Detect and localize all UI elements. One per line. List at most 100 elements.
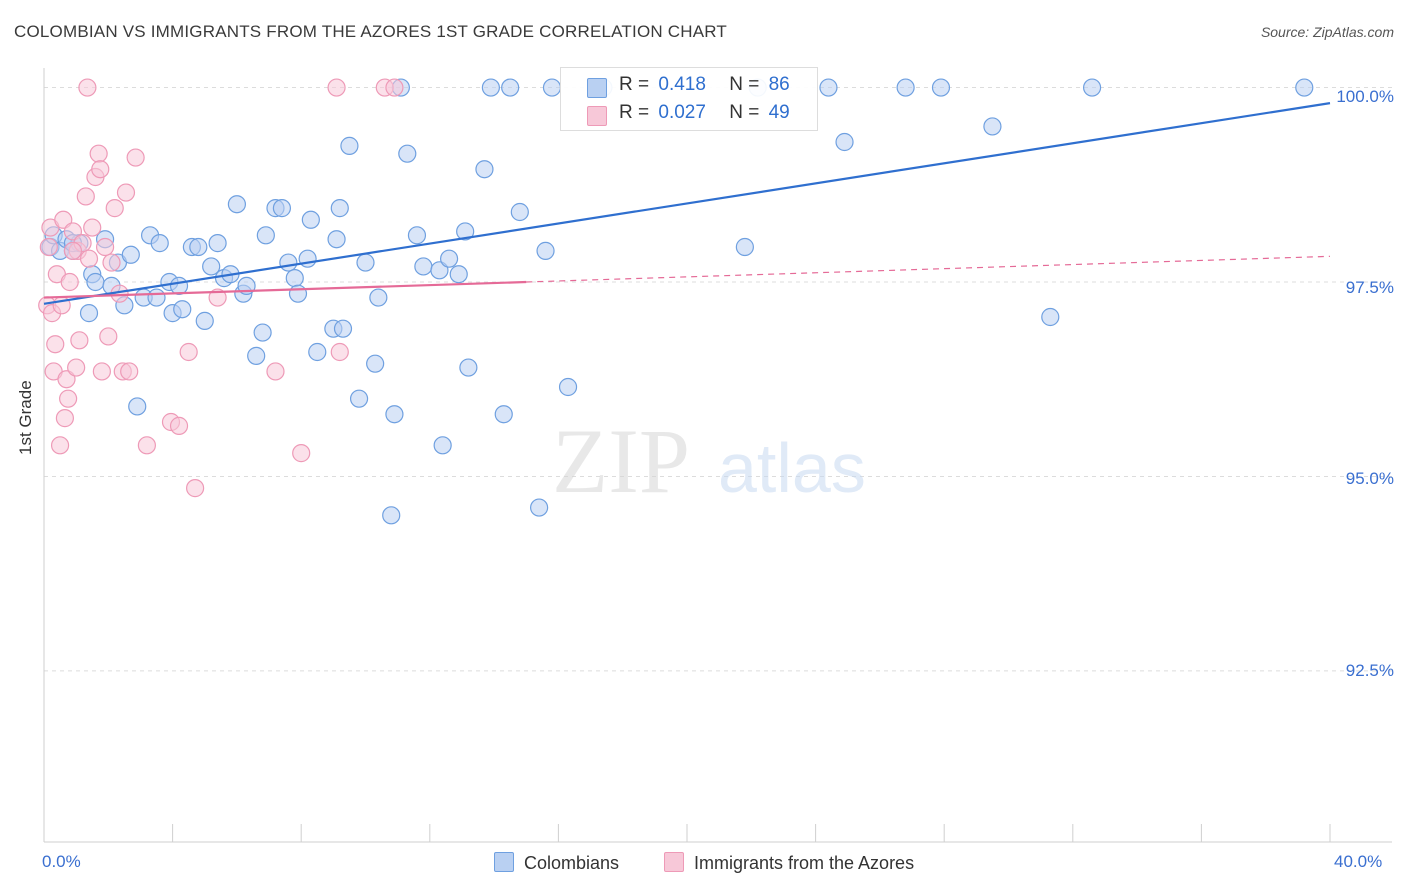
colombians-point <box>150 234 169 253</box>
legend-n-colombians: 86 <box>768 74 790 95</box>
colombians-points <box>41 78 1314 525</box>
colombians-point <box>382 506 401 525</box>
colombians-point <box>195 311 214 330</box>
azores-point <box>63 241 83 260</box>
colombians-point <box>475 160 494 179</box>
watermark-atlas: atlas <box>718 429 866 507</box>
colombians-point <box>369 288 388 307</box>
bottom-legend-swatch-colombians <box>494 852 514 872</box>
legend-n-label: N = <box>729 74 760 95</box>
azores-point <box>50 436 70 455</box>
colombians-point <box>86 272 105 292</box>
x-tick-label-min: 0.0% <box>42 852 81 871</box>
azores-point <box>89 144 108 163</box>
bottom-legend-colombians: Colombians <box>494 852 619 874</box>
colombians-point <box>896 78 915 97</box>
trend-lines <box>43 102 1331 305</box>
correlation-legend: R = 0.418 N = 86 R = 0.027 N = 49 <box>560 67 818 131</box>
colombians-point <box>169 276 189 295</box>
colombians-point <box>208 234 227 253</box>
x-tick-label-max: 40.0% <box>1334 852 1383 871</box>
colombians-point <box>430 261 449 280</box>
colombians-point <box>301 210 320 229</box>
gridlines <box>44 87 1392 672</box>
colombians-point <box>79 304 99 323</box>
colombians-point <box>835 132 854 152</box>
azores-point <box>83 218 102 237</box>
colombians-point <box>327 230 346 249</box>
colombians-point <box>439 249 459 268</box>
colombians-point <box>558 377 578 397</box>
azores-point <box>46 335 65 354</box>
legend-swatch-azores <box>587 106 607 126</box>
colombians-point <box>173 300 192 319</box>
colombians-point <box>272 199 292 218</box>
colombians-point <box>1041 307 1060 327</box>
colombians-point <box>128 397 147 416</box>
colombians-point <box>433 436 452 455</box>
watermark: ZIP atlas <box>552 410 866 512</box>
colombians-trend-line <box>43 102 1331 305</box>
colombians-point <box>147 288 166 307</box>
watermark-zip: ZIP <box>552 410 690 512</box>
y-tick-label-92-5: 92.5% <box>1345 661 1394 680</box>
colombians-point <box>253 323 272 342</box>
colombians-point <box>407 226 427 245</box>
colombians-point <box>931 78 951 97</box>
colombians-point <box>202 257 221 276</box>
azores-point <box>95 237 115 257</box>
colombians-point <box>398 144 417 163</box>
colombians-point <box>227 195 246 214</box>
colombians-point <box>247 346 266 365</box>
azores-point <box>116 183 136 202</box>
colombians-point <box>510 202 529 222</box>
azores-point <box>54 210 73 229</box>
colombians-point <box>983 117 1002 136</box>
colombians-point <box>256 226 275 245</box>
colombians-point <box>449 265 468 284</box>
azores-point <box>179 342 198 362</box>
colombians-point <box>735 237 754 257</box>
colombians-point <box>494 405 513 424</box>
chart-title: COLOMBIAN VS IMMIGRANTS FROM THE AZORES … <box>14 22 728 41</box>
colombians-point <box>189 237 208 257</box>
azores-point <box>385 78 404 97</box>
colombians-point <box>414 257 433 276</box>
legend-row-azores: R = 0.027 N = 49 <box>587 102 790 126</box>
azores-point <box>137 436 156 455</box>
azores-point <box>330 342 349 362</box>
colombians-point <box>308 342 327 362</box>
azores-point <box>39 237 58 257</box>
azores-point <box>60 272 79 292</box>
chart-source: Source: ZipAtlas.com <box>1260 24 1394 40</box>
colombians-point <box>481 78 500 97</box>
bottom-legend-azores: Immigrants from the Azores <box>664 852 914 874</box>
colombians-point <box>121 245 140 264</box>
azores-point <box>99 327 118 346</box>
colombians-point <box>542 78 562 97</box>
azores-point <box>79 249 99 268</box>
azores-point <box>59 389 78 408</box>
colombians-point <box>340 136 359 155</box>
azores-point <box>55 409 74 428</box>
colombians-point <box>330 199 349 218</box>
colombians-point <box>349 389 369 408</box>
legend-r-label: R = <box>619 102 650 123</box>
colombians-point <box>285 269 304 288</box>
colombians-point <box>536 241 555 260</box>
colombians-point <box>288 284 308 303</box>
legend-r-label: R = <box>619 74 650 95</box>
colombians-point <box>459 358 478 377</box>
y-tick-label-97-5: 97.5% <box>1345 278 1394 297</box>
colombians-point <box>366 354 385 373</box>
colombians-point <box>1082 78 1102 97</box>
colombians-point <box>530 498 549 517</box>
azores-point <box>208 288 227 307</box>
colombians-point <box>501 78 520 97</box>
legend-row-colombians: R = 0.418 N = 86 <box>587 74 790 98</box>
azores-point <box>70 331 89 350</box>
azores-point <box>327 78 346 97</box>
azores-point <box>186 479 205 498</box>
colombians-point <box>819 78 838 97</box>
